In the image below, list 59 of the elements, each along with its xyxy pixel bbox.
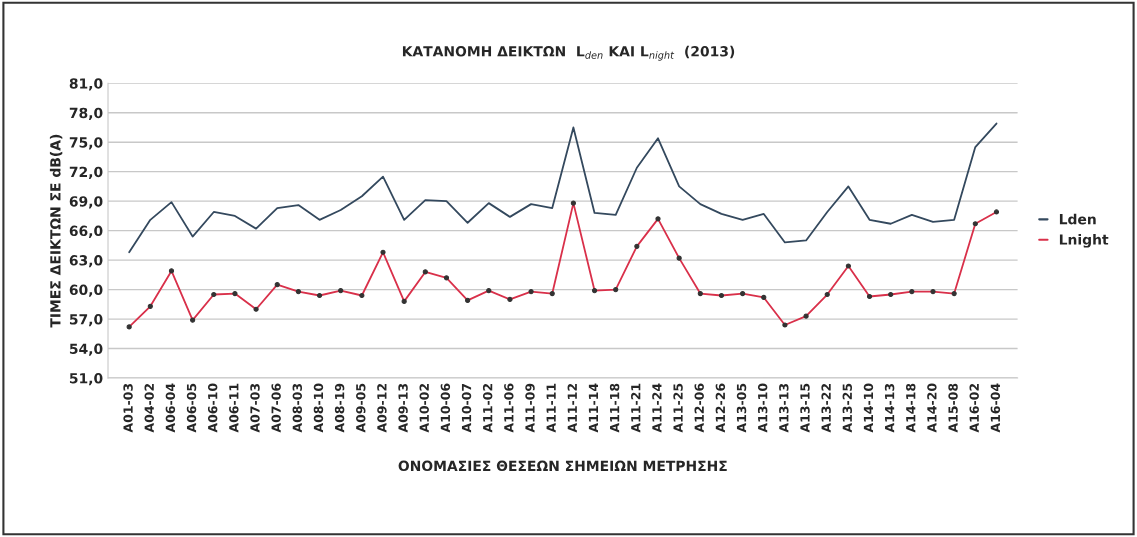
x-tick-label: A08-19 <box>334 383 345 433</box>
chart-title: ΚΑΤΑΝΟΜΗ ΔΕΙΚΤΩΝ L$_{den}$ ΚΑΙ L$_{night}$ (2013) <box>402 45 735 61</box>
y-tick-label: 72,0 <box>69 166 103 179</box>
y-tick-label: 57,0 <box>69 314 103 327</box>
y-axis-title: ΤΙΜΕΣ ΔΕΙΚΤΩΝ ΣΕ dB(A) <box>49 134 63 328</box>
x-tick-label: A11-14 <box>588 383 598 433</box>
x-tick-label: A12-06 <box>694 383 704 433</box>
x-tick-label: A04-02 <box>144 383 154 433</box>
x-tick-label: A09-05 <box>356 383 366 433</box>
y-tick-label: 66,0 <box>69 225 103 238</box>
x-tick-label: A09-12 <box>377 383 387 433</box>
x-tick-label: A11-12 <box>567 383 577 433</box>
x-tick-label: A13-25 <box>842 383 853 433</box>
y-tick-label: 78,0 <box>69 107 103 120</box>
y-tick-label: 63,0 <box>69 255 103 268</box>
x-tick-label: A14-10 <box>863 383 874 433</box>
x-tick-label: A14-13 <box>884 383 895 433</box>
y-tick-label: 81,0 <box>69 78 103 91</box>
x-tick-label: A11-06 <box>504 383 514 433</box>
x-tick-label: A10-07 <box>461 383 472 433</box>
x-tick-label: A12-26 <box>715 383 726 433</box>
x-tick-label: A11-18 <box>609 383 620 433</box>
x-tick-label: A13-15 <box>800 383 810 433</box>
x-tick-label: A11-25 <box>673 383 683 433</box>
x-tick-label: A11-02 <box>482 383 493 433</box>
x-tick-label: A07-03 <box>250 383 260 433</box>
y-tick-label: 60,0 <box>69 284 103 297</box>
y-tick-label: 69,0 <box>69 196 103 209</box>
x-tick-label: A13-10 <box>757 383 768 433</box>
y-tick-label: 51,0 <box>69 373 103 386</box>
x-tick-label: A11-09 <box>525 383 535 433</box>
x-tick-label: A13-22 <box>821 383 831 433</box>
x-axis-title: ΟΝΟΜΑΣΙΕΣ ΘΕΣΕΩΝ ΣΗΜΕΙΩΝ ΜΕΤΡΗΣΗΣ <box>398 460 727 472</box>
x-tick-label: A07-06 <box>271 383 281 433</box>
y-tick-label: 75,0 <box>69 137 103 150</box>
x-tick-label: A14-20 <box>927 383 937 433</box>
x-tick-label: A11-21 <box>631 383 641 433</box>
x-tick-label: A13-05 <box>736 383 747 433</box>
x-tick-label: A10-06 <box>440 383 451 433</box>
x-tick-label: A13-13 <box>779 383 789 433</box>
line-series <box>128 122 998 254</box>
x-tick-label: A16-02 <box>969 383 979 433</box>
x-tick-label: A06-10 <box>207 383 218 433</box>
y-tick-label: 54,0 <box>69 343 103 356</box>
x-tick-label: A08-10 <box>313 383 324 433</box>
x-tick-label: A16-04 <box>990 383 1001 433</box>
x-tick-label: A01-03 <box>123 383 133 433</box>
x-tick-label: A06-04 <box>165 383 176 433</box>
x-tick-label: A08-03 <box>292 383 303 433</box>
x-tick-label: A06-11 <box>229 383 239 433</box>
x-tick-label: A11-11 <box>546 383 556 433</box>
x-tick-label: A09-13 <box>398 383 408 433</box>
x-tick-label: A14-18 <box>906 383 916 433</box>
x-tick-label: A10-02 <box>419 383 429 433</box>
x-tick-label: A15-08 <box>948 383 958 433</box>
legend-label: Lnight <box>1059 234 1109 248</box>
legend-label: Lden <box>1059 213 1096 225</box>
x-tick-label: A06-05 <box>186 383 197 433</box>
x-tick-label: A11-24 <box>652 383 662 433</box>
